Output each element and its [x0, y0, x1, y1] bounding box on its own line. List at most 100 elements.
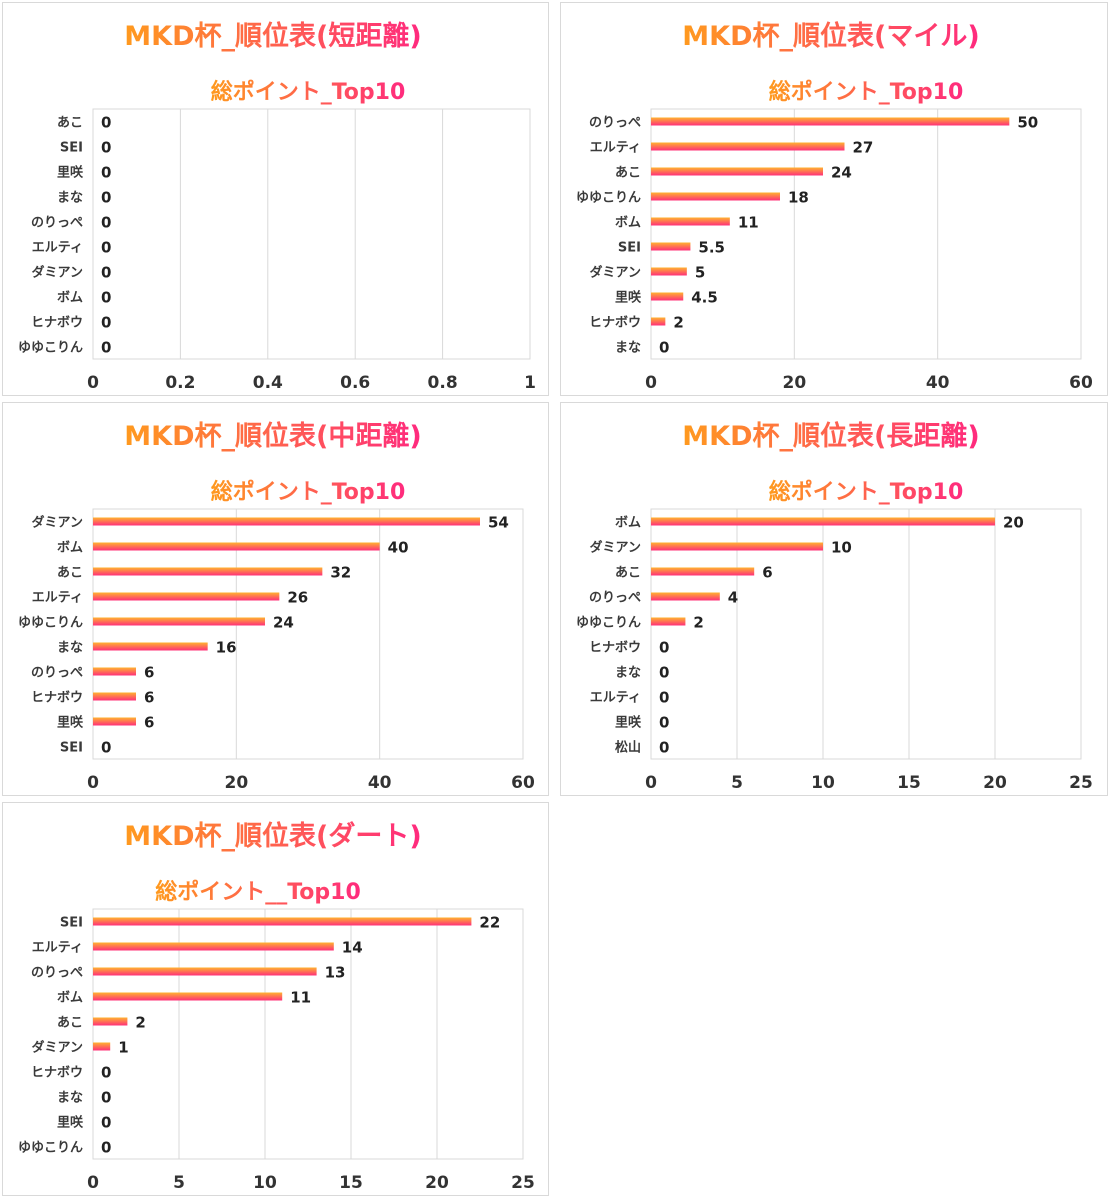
- category-label-long-distance: あこ: [615, 566, 641, 581]
- chart-panel-short-distance: MKD杯_順位表(短距離) 総ポイント_Top10 0 0.2 0.4 0.6 0.8 1 あこ…: [2, 2, 549, 396]
- data-label-middle-distance: 0: [101, 739, 111, 757]
- data-label-short-distance: 0: [101, 264, 111, 282]
- x-tick-label-long-distance: 10: [811, 773, 835, 793]
- chart-subtitle-short-distance: 総ポイント_Top10: [211, 79, 406, 105]
- x-tick-label-long-distance: 25: [1069, 773, 1093, 793]
- category-label-mile: ヒナボウ: [589, 315, 641, 331]
- category-label-dirt: ヒナボウ: [31, 1065, 83, 1081]
- bar-long-distance: [651, 567, 755, 576]
- bar-dirt: [93, 917, 472, 926]
- category-label-mile: ゆゆこりん: [576, 191, 641, 206]
- category-label-mile: まな: [615, 341, 641, 356]
- data-label-short-distance: 0: [101, 164, 111, 182]
- data-label-mile: 5.5: [698, 239, 725, 257]
- bar-dirt: [93, 1042, 111, 1051]
- bar-long-distance: [651, 592, 720, 601]
- data-label-long-distance: 4: [728, 589, 738, 607]
- x-tick-label-dirt: 0: [87, 1173, 99, 1193]
- data-label-dirt: 1: [118, 1039, 128, 1057]
- data-label-short-distance: 0: [101, 289, 111, 307]
- data-label-mile: 24: [831, 164, 852, 182]
- bar-long-distance: [651, 542, 823, 551]
- category-label-mile: SEI: [618, 241, 641, 256]
- category-label-short-distance: 里咲: [57, 165, 84, 181]
- category-label-dirt: ボム: [57, 990, 83, 1006]
- chart-panel-mile: MKD杯_順位表(マイル) 総ポイント_Top10 0 20 40 60 のりっぺ 50 エルテ…: [560, 2, 1108, 396]
- data-label-middle-distance: 6: [144, 664, 154, 682]
- x-tick-label-middle-distance: 0: [87, 773, 99, 793]
- chart-panel-middle-distance: MKD杯_順位表(中距離) 総ポイント_Top10 0 20 40 60 ダミアン 54 ボム 4…: [2, 402, 549, 796]
- x-tick-label-short-distance: 1: [524, 373, 536, 393]
- category-label-middle-distance: ボム: [57, 540, 83, 556]
- category-label-mile: ボム: [615, 215, 641, 231]
- category-label-middle-distance: まな: [57, 641, 83, 656]
- category-label-short-distance: エルティ: [32, 241, 83, 256]
- x-tick-label-middle-distance: 40: [368, 773, 392, 793]
- data-label-short-distance: 0: [101, 239, 111, 257]
- data-label-dirt: 0: [101, 1089, 111, 1107]
- data-label-mile: 50: [1017, 114, 1038, 132]
- x-tick-label-mile: 40: [926, 373, 950, 393]
- category-label-dirt: ダミアン: [32, 1040, 83, 1056]
- category-label-short-distance: SEI: [60, 141, 83, 156]
- category-label-short-distance: のりっぺ: [31, 216, 83, 231]
- category-label-middle-distance: 里咲: [57, 715, 84, 731]
- category-label-short-distance: ボム: [57, 290, 83, 306]
- bar-mile: [651, 117, 1010, 126]
- bar-dirt: [93, 942, 334, 951]
- chart-panel-long-distance: MKD杯_順位表(長距離) 総ポイント_Top10 0 5 10 15 20 25 ボム 20 ダミ…: [560, 402, 1108, 796]
- data-label-dirt: 0: [101, 1064, 111, 1082]
- data-label-long-distance: 0: [659, 664, 669, 682]
- bar-dirt: [93, 1017, 128, 1026]
- chart-panel-dirt: MKD杯_順位表(ダート) 総ポイント__Top10 0 5 10 15 20 25 SEI 22…: [2, 802, 549, 1196]
- category-label-middle-distance: ダミアン: [32, 515, 83, 531]
- category-label-mile: ダミアン: [590, 265, 641, 281]
- data-label-short-distance: 0: [101, 214, 111, 232]
- x-tick-label-dirt: 10: [253, 1173, 277, 1193]
- bar-mile: [651, 267, 687, 276]
- data-label-long-distance: 0: [659, 739, 669, 757]
- category-label-middle-distance: あこ: [57, 566, 83, 581]
- category-label-mile: のりっぺ: [589, 116, 641, 131]
- x-tick-label-long-distance: 20: [983, 773, 1007, 793]
- x-tick-label-short-distance: 0.8: [428, 373, 458, 393]
- x-tick-label-dirt: 5: [173, 1173, 185, 1193]
- x-tick-label-short-distance: 0: [87, 373, 99, 393]
- x-tick-label-long-distance: 15: [897, 773, 921, 793]
- data-label-dirt: 22: [479, 914, 500, 932]
- x-tick-label-short-distance: 0.2: [165, 373, 195, 393]
- category-label-long-distance: まな: [615, 666, 641, 681]
- chart-title-middle-distance: MKD杯_順位表(中距離): [124, 420, 421, 452]
- data-label-mile: 18: [788, 189, 809, 207]
- bar-middle-distance: [93, 567, 323, 576]
- x-tick-label-short-distance: 0.6: [340, 373, 370, 393]
- category-label-long-distance: エルティ: [590, 691, 641, 706]
- category-label-mile: あこ: [615, 166, 641, 181]
- x-tick-label-mile: 0: [645, 373, 657, 393]
- data-label-middle-distance: 40: [388, 539, 409, 557]
- x-tick-label-middle-distance: 60: [511, 773, 535, 793]
- category-label-short-distance: あこ: [57, 116, 83, 131]
- bar-middle-distance: [93, 642, 208, 651]
- data-label-mile: 11: [738, 214, 759, 232]
- category-label-dirt: 里咲: [57, 1115, 84, 1131]
- x-tick-label-long-distance: 5: [731, 773, 743, 793]
- x-tick-label-dirt: 15: [339, 1173, 363, 1193]
- data-label-long-distance: 10: [831, 539, 852, 557]
- bar-middle-distance: [93, 667, 136, 676]
- x-tick-label-long-distance: 0: [645, 773, 657, 793]
- bar-middle-distance: [93, 592, 280, 601]
- x-tick-label-short-distance: 0.4: [253, 373, 283, 393]
- category-label-middle-distance: ヒナボウ: [31, 690, 83, 706]
- bar-middle-distance: [93, 692, 136, 701]
- category-label-short-distance: まな: [57, 191, 83, 206]
- data-label-middle-distance: 54: [488, 514, 509, 532]
- bar-mile: [651, 317, 666, 326]
- data-label-mile: 4.5: [691, 289, 718, 307]
- data-label-dirt: 14: [342, 939, 363, 957]
- bar-middle-distance: [93, 617, 265, 626]
